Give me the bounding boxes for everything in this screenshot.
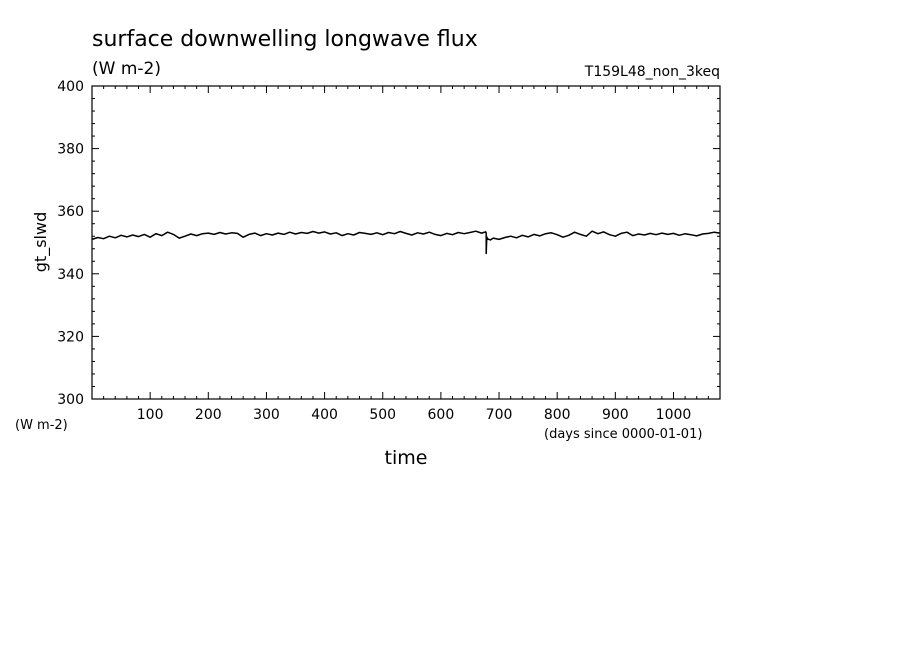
x-tick-label: 300 xyxy=(253,407,280,423)
x-tick-label: 600 xyxy=(428,407,455,423)
x-tick-label: 700 xyxy=(486,407,513,423)
x-axis-units: (days since 0000-01-01) xyxy=(544,427,702,442)
x-tick-label: 200 xyxy=(195,407,222,423)
series-line xyxy=(91,230,721,255)
y-axis-tick-labels: 300 320 340 360 380 400 xyxy=(57,79,84,408)
chart-subtitle: (W m-2) xyxy=(92,59,161,79)
x-axis-ticks xyxy=(103,86,709,399)
y-tick-label: 340 xyxy=(57,267,84,283)
x-tick-label: 1000 xyxy=(656,407,692,423)
x-axis-label: time xyxy=(385,447,428,469)
y-tick-label: 320 xyxy=(57,329,84,345)
y-axis-ticks xyxy=(92,85,720,400)
y-tick-label: 360 xyxy=(57,204,84,220)
x-tick-label: 100 xyxy=(137,407,164,423)
run-label: T159L48_non_3keq xyxy=(584,64,720,80)
x-tick-label: 500 xyxy=(369,407,396,423)
chart-title: surface downwelling longwave flux xyxy=(92,27,478,52)
y-tick-label: 300 xyxy=(57,392,84,408)
plot-frame xyxy=(91,85,721,400)
y-tick-label: 400 xyxy=(57,79,84,95)
x-tick-label: 400 xyxy=(311,407,338,423)
x-tick-label: 900 xyxy=(602,407,629,423)
x-tick-label: 800 xyxy=(544,407,571,423)
y-axis-label: gt_slwd xyxy=(31,212,51,272)
series-layer xyxy=(91,230,721,255)
x-axis-tick-labels: 100 200 300 400 500 600 700 800 900 1000 xyxy=(137,407,692,423)
y-axis-units: (W m-2) xyxy=(15,418,68,433)
y-tick-label: 380 xyxy=(57,142,84,158)
